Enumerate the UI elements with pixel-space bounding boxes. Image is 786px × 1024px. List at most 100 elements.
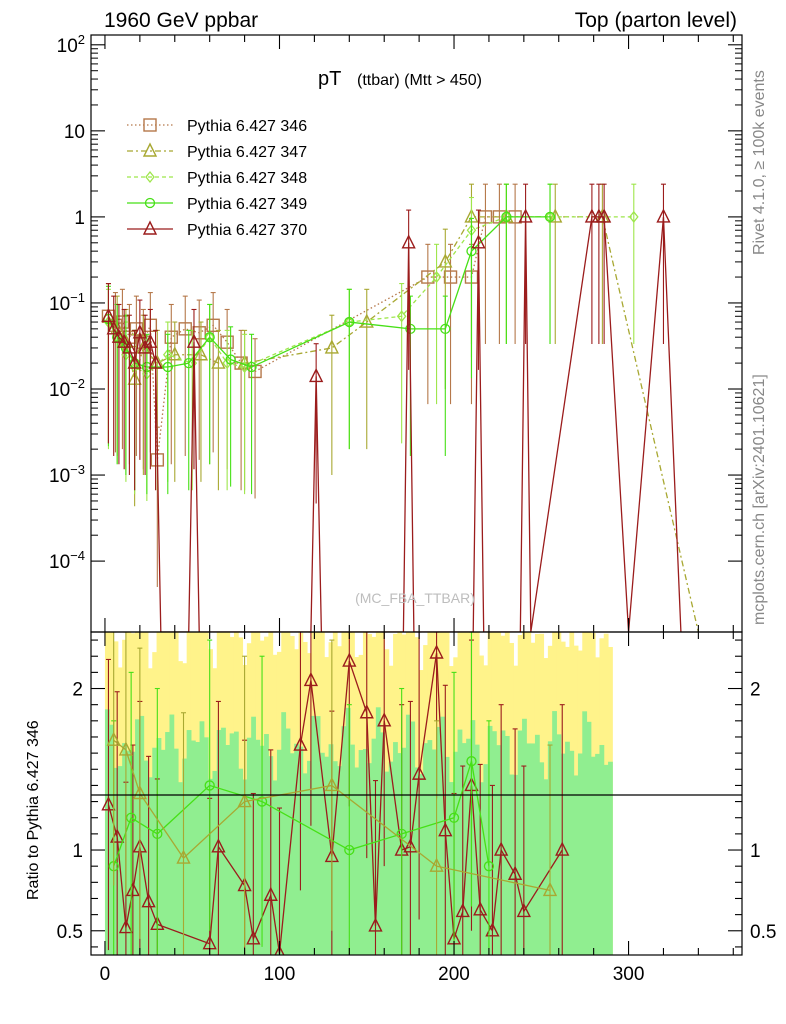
uncertainty-band-bin [233,731,239,955]
legend-label: Pythia 6.427 346 [187,118,307,135]
series-1 [101,183,522,588]
ratio-data-point [125,812,137,823]
uncertainty-band-bin [556,734,562,955]
series-line [107,216,551,368]
ratio-series-line [107,652,563,954]
data-point [148,354,163,369]
uncertainty-band-bin [500,730,506,955]
uncertainty-band-bin [264,734,269,955]
uncertainty-band-bin [362,749,368,955]
ratio-data-point [176,849,191,864]
ratio-data-point [118,918,134,934]
data-point [127,354,142,369]
legend-marker [144,197,156,209]
ratio-data-point [132,784,148,800]
data-point [164,330,178,344]
ratio-data-point [448,812,460,823]
ratio-data-point [342,652,357,667]
ratio-data-point [274,944,285,955]
ratio-data-point [396,828,407,840]
uncertainty-band-bin [603,764,609,955]
ratio-y-tick-label-right: 0.5 [750,922,776,943]
data-point [440,323,451,335]
uncertainty-band-bin [543,779,549,955]
legend-marker [142,142,158,157]
uncertainty-band-bin [371,738,377,955]
data-point [111,328,127,343]
uncertainty-band-bin [122,743,127,955]
uncertainty-band-bin [483,764,489,955]
uncertainty-band-bin [552,711,557,955]
uncertainty-band-bin [272,780,278,955]
ratio-data-point [507,865,523,880]
legend-entry: Pythia 6.427 348 [127,170,307,187]
uncertainty-band-bin [358,750,364,955]
title-sub: (ttbar) (Mtt > 450) [357,72,482,89]
y-tick-label: 10−1 [49,290,85,315]
uncertainty-band-bin [341,726,347,955]
ratio-data-point [118,741,134,756]
uncertainty-band-bin [203,737,209,955]
uncertainty-band-bin [160,749,166,955]
uncertainty-band-bin [573,775,579,955]
uncertainty-band-bin [229,733,235,955]
uncertainty-band-bin [225,745,231,955]
uncertainty-band-bin [479,782,484,955]
uncertainty-band-bin [117,766,123,955]
uncertainty-band-bin [577,753,583,955]
uncertainty-band-bin [431,749,437,955]
uncertainty-band-bin [384,771,390,955]
uncertainty-band-bin [560,753,566,955]
data-point [443,270,458,284]
uncertainty-band-bin [496,745,502,955]
uncertainty-band-bin [307,760,312,955]
ratio-series-line [113,761,490,867]
data-point [222,357,232,370]
uncertainty-band-bin [104,709,110,955]
uncertainty-band-bin [212,770,218,955]
x-tick-label: 100 [264,964,296,985]
y-tick-label: 10 [64,122,85,143]
ratio-data-point [293,736,308,751]
uncertainty-band-bin [513,774,519,955]
uncertainty-band-bin [289,753,295,955]
ratio-series-3 [106,632,558,955]
ratio-ylabel: Ratio to Pythia 6.427 346 [25,720,42,900]
ratio-series-layer [101,632,570,955]
legend-marker [142,220,158,235]
uncertainty-band-bin [165,732,170,955]
y-tick-label: 1 [74,208,85,229]
uncertainty-band-bin [345,707,351,955]
ratio-data-point [494,841,509,856]
ratio-data-point [429,857,444,872]
ratio-y-tick-label-right: 2 [750,680,761,701]
uncertainty-band-bin [487,725,493,955]
data-point [656,208,671,223]
uncertainty-band-bin [448,782,454,955]
uncertainty-band-bin [418,774,424,955]
data-point [438,253,453,268]
uncertainty-band-bin [380,732,385,955]
uncertainty-band-bin [195,741,201,955]
legend-label: Pythia 6.427 370 [187,222,307,239]
uncertainty-band-bin [126,750,132,955]
ratio-uncertainty-bands [104,632,613,955]
ratio-data-point [411,765,427,780]
legend-entry: Pythia 6.427 347 [127,142,307,161]
ratio-data-point [466,756,477,767]
uncertainty-band-bin [582,711,588,955]
data-point [211,354,226,369]
y-tick-label: 10−4 [49,548,85,573]
data-point [401,234,416,249]
main-series-layer [101,183,700,632]
ratio-data-point [324,776,339,792]
ratio-y-tick-label: 2 [72,680,83,701]
uncertainty-band-bin [397,753,403,955]
data-point [396,310,407,323]
legend-marker [143,118,157,132]
data-point [178,322,192,336]
uncertainty-band-bin [315,716,321,955]
header-left-title: 1960 GeV ppbar [104,9,258,32]
uncertainty-band-bin [152,747,158,955]
